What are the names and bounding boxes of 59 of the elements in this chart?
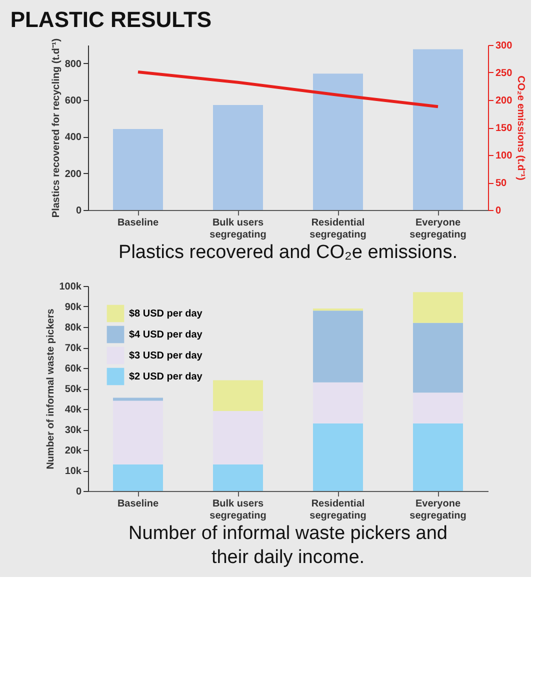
y-tick-label: 400	[64, 132, 82, 144]
bar	[413, 322, 463, 393]
y-tick-label: 10k	[64, 466, 82, 477]
bar	[113, 464, 163, 491]
x-tick-label: Bulk users segregating	[210, 498, 266, 522]
x-tick-label: Residential segregating	[310, 218, 366, 240]
x-tick-label: Baseline	[117, 218, 159, 228]
y-tick-label: 0	[76, 206, 82, 216]
legend-label: $2 USD per day	[129, 372, 203, 382]
text: Plastics recovered and CO₂e emissions.	[118, 242, 458, 263]
bar	[313, 382, 363, 424]
x-tick-label: Bulk users segregating	[210, 218, 266, 240]
y-tick-label: 100k	[59, 282, 82, 292]
y2-tick-label: 150	[496, 123, 513, 134]
x-tick-label: Residential segregating	[310, 498, 366, 522]
bar	[413, 392, 463, 424]
bar	[413, 292, 463, 323]
legend-label: $3 USD per day	[129, 350, 203, 362]
bar	[213, 411, 263, 464]
y-tick-label: 30k	[64, 425, 82, 436]
bar	[313, 74, 363, 210]
y2-axis-title: CO₂e emissions (t.d⁻¹)	[515, 76, 526, 180]
bar	[213, 464, 263, 491]
bar	[213, 380, 263, 412]
line-series	[136, 70, 440, 108]
text: Number of informal waste pickers and their daily income.	[128, 523, 448, 568]
y2-tick-label: 100	[496, 150, 513, 162]
y-tick-label: 200	[64, 168, 82, 180]
y-tick-label: 50k	[64, 384, 82, 395]
y2-tick-label: 50	[496, 178, 508, 189]
y-tick-label: 0	[76, 486, 82, 498]
x-tick-label: Everyone segregating	[410, 498, 466, 522]
y-tick-label: 40k	[64, 404, 82, 416]
y2-tick-label: 300	[496, 40, 513, 52]
x-tick-label: Baseline	[117, 498, 159, 510]
bar	[413, 423, 463, 491]
y2-tick-label: 200	[496, 96, 513, 106]
y-tick-label: 800	[64, 58, 82, 70]
bar	[413, 49, 463, 210]
chart-title: PLASTIC RESULTS	[10, 6, 212, 32]
y-axis-title: Plastics recovered for recycling (t.d⁻¹)	[50, 38, 62, 218]
y-tick-label: 70k	[64, 343, 82, 354]
bar	[113, 398, 163, 401]
bar	[113, 400, 163, 464]
y-tick-label: 20k	[64, 446, 82, 456]
y-tick-label: 600	[64, 96, 82, 106]
bar	[313, 423, 363, 491]
y-tick-label: 90k	[64, 302, 82, 313]
y-tick-label: 80k	[64, 322, 82, 334]
y2-tick-label: 250	[496, 68, 513, 79]
y-tick-label: 60k	[64, 364, 82, 374]
x-tick-label: Everyone segregating	[410, 218, 466, 240]
bar	[313, 310, 363, 382]
y2-tick-label: 0	[496, 206, 502, 216]
legend-label: $8 USD per day	[129, 308, 203, 320]
legend-label: $4 USD per day	[129, 330, 203, 340]
bar	[113, 128, 163, 210]
y-axis-title: Number of informal waste pickers	[45, 308, 56, 470]
bar	[213, 104, 263, 210]
